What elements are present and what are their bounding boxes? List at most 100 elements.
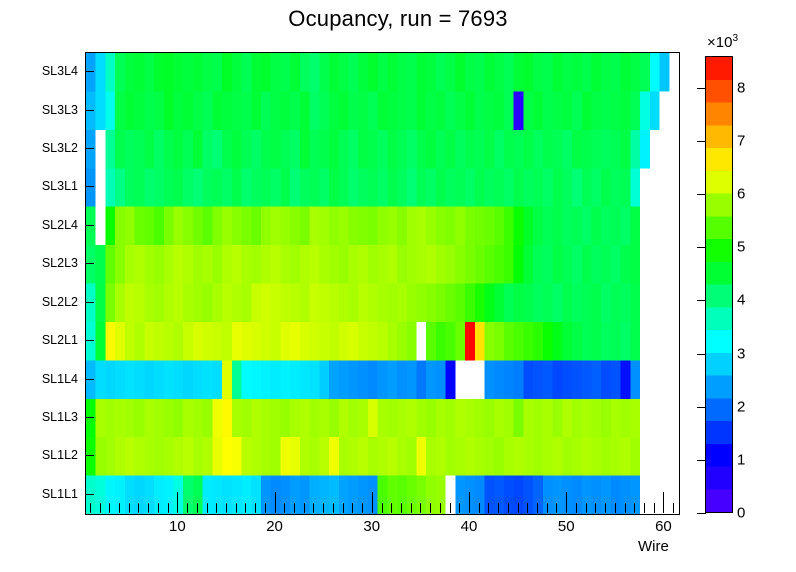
x-axis-tick [673,503,674,513]
x-axis-tick [265,503,266,513]
x-axis-tick [226,503,227,513]
x-axis-tick [615,503,616,513]
x-axis-tick [168,503,169,513]
y-axis-tick [85,224,94,226]
y-axis-label-sl2l1: SL2L1 [41,333,78,348]
x-axis-tick [469,492,470,513]
x-axis-tick [255,503,256,513]
x-axis-tick [430,503,431,513]
color-scale-tick [697,194,706,195]
x-axis-tick [216,503,217,513]
x-axis-tick [605,503,606,513]
color-scale-tick-label: 2 [737,398,746,416]
x-axis-tick [391,503,392,513]
x-axis-tick [488,503,489,513]
y-axis-label-sl1l3: SL1L3 [41,409,78,424]
color-scale-canvas [706,57,732,512]
y-axis-label-sl3l1: SL3L1 [41,179,78,194]
x-axis-tick [158,503,159,513]
y-axis-label-sl2l3: SL2L3 [41,256,78,271]
x-axis-tick [284,503,285,513]
x-axis-tick [177,492,178,513]
x-axis-tick [459,503,460,513]
x-axis-tick-label: 30 [363,518,381,535]
x-axis-tick [382,503,383,513]
x-axis-tick [527,503,528,513]
x-axis-tick [333,503,334,513]
y-axis-label-sl3l4: SL3L4 [41,64,78,79]
y-axis-label-sl3l3: SL3L3 [41,102,78,117]
x-axis-tick [187,503,188,513]
x-axis-tick-label: 10 [169,518,186,535]
heatmap-plot-area[interactable] [85,52,680,515]
page-title: Ocupancy, run = 7693 [288,6,508,31]
y-axis-label-sl1l1: SL1L1 [41,486,78,501]
x-axis-tick [547,503,548,513]
x-axis-tick-label: 50 [557,518,575,535]
color-scale-exponent-power: 3 [732,33,739,44]
x-axis-tick [498,503,499,513]
x-axis-tick [450,503,451,513]
color-scale-tick [697,407,706,408]
heatmap-cells[interactable] [86,53,679,514]
x-axis-tick [148,503,149,513]
x-axis-tick [100,503,101,513]
y-axis-label-sl2l4: SL2L4 [41,217,78,232]
x-axis-tick [129,503,130,513]
color-scale-tick [697,460,706,461]
y-axis-label-sl1l2: SL1L2 [41,448,78,463]
x-axis-tick [119,503,120,513]
x-axis-title: Wire [638,538,669,555]
y-axis-tick [85,263,94,265]
x-axis-tick [644,503,645,513]
x-axis-tick [518,503,519,513]
color-scale-tick-label: 6 [737,185,746,203]
x-axis-tick [556,503,557,513]
color-scale-tick-label: 1 [737,451,746,469]
y-axis-tick [85,340,94,342]
x-axis-tick [420,503,421,513]
x-axis-tick [440,503,441,513]
x-axis-tick [479,503,480,513]
x-axis-tick [207,503,208,513]
x-axis-tick [197,503,198,513]
color-scale-bar[interactable] [705,56,733,513]
x-axis-tick [236,503,237,513]
color-scale-exponent: ×103 [707,33,738,51]
x-axis-tick [90,503,91,513]
x-axis-tick [294,503,295,513]
heatmap-canvas[interactable] [86,53,679,514]
color-scale-tick [697,141,706,142]
x-axis-tick [537,503,538,513]
x-axis-tick [576,503,577,513]
color-scale-tick [697,513,706,514]
color-scale-tick [697,247,706,248]
color-scale-tick [697,88,706,89]
x-axis-tick-label: 60 [655,518,672,535]
x-axis-tick [411,503,412,513]
x-axis-tick [313,503,314,513]
y-axis-tick [85,148,94,150]
x-axis-tick [586,503,587,513]
x-axis-tick [323,503,324,513]
color-scale-tick-label: 5 [737,238,746,256]
y-axis-tick [85,71,94,73]
x-axis-tick [508,503,509,513]
y-axis-label-sl3l2: SL3L2 [41,141,78,156]
x-axis-tick [401,503,402,513]
color-scale-tick [697,354,706,355]
x-axis-tick [343,503,344,513]
x-axis-tick [245,503,246,513]
x-axis-tick [304,503,305,513]
x-axis-tick [138,503,139,513]
x-axis-tick-label: 40 [460,518,478,535]
y-axis-tick [85,109,94,111]
y-axis-tick [85,455,94,457]
color-scale-tick-label: 7 [737,132,746,150]
y-axis-tick [85,493,94,495]
color-scale-tick-label: 8 [737,79,746,97]
x-axis-tick-label: 20 [266,518,283,535]
color-scale-tick-label: 3 [737,345,746,363]
